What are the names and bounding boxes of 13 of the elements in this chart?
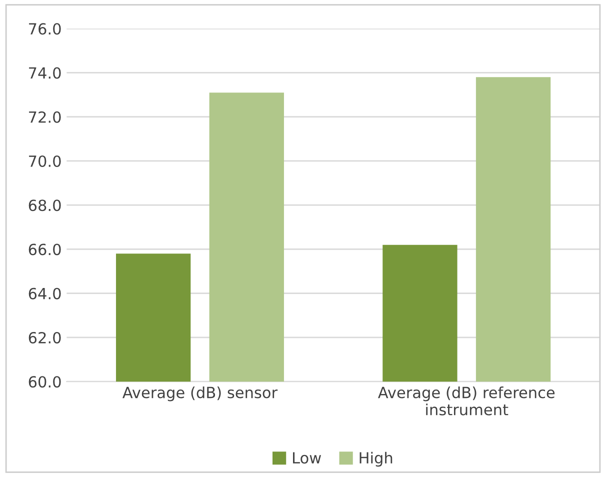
x-tick-label: Average (dB) sensor xyxy=(122,386,278,402)
y-tick-label: 74.0 xyxy=(29,67,61,79)
legend-label: Low xyxy=(293,452,321,464)
legend-label: High xyxy=(360,452,392,467)
y-tick-label: 66.0 xyxy=(28,244,61,256)
y-tick-label: 62.0 xyxy=(28,332,61,344)
y-tick-label: 72.0 xyxy=(29,111,61,123)
y-tick-label: 64.0 xyxy=(28,288,61,300)
y-tick-label: 60.0 xyxy=(28,376,61,388)
y-tick-label: 76.0 xyxy=(29,23,61,35)
x-tick-label: Average (dB) reference instrument xyxy=(378,386,555,416)
y-tick-label: 68.0 xyxy=(28,200,61,212)
y-tick-label: 70.0 xyxy=(29,155,61,168)
